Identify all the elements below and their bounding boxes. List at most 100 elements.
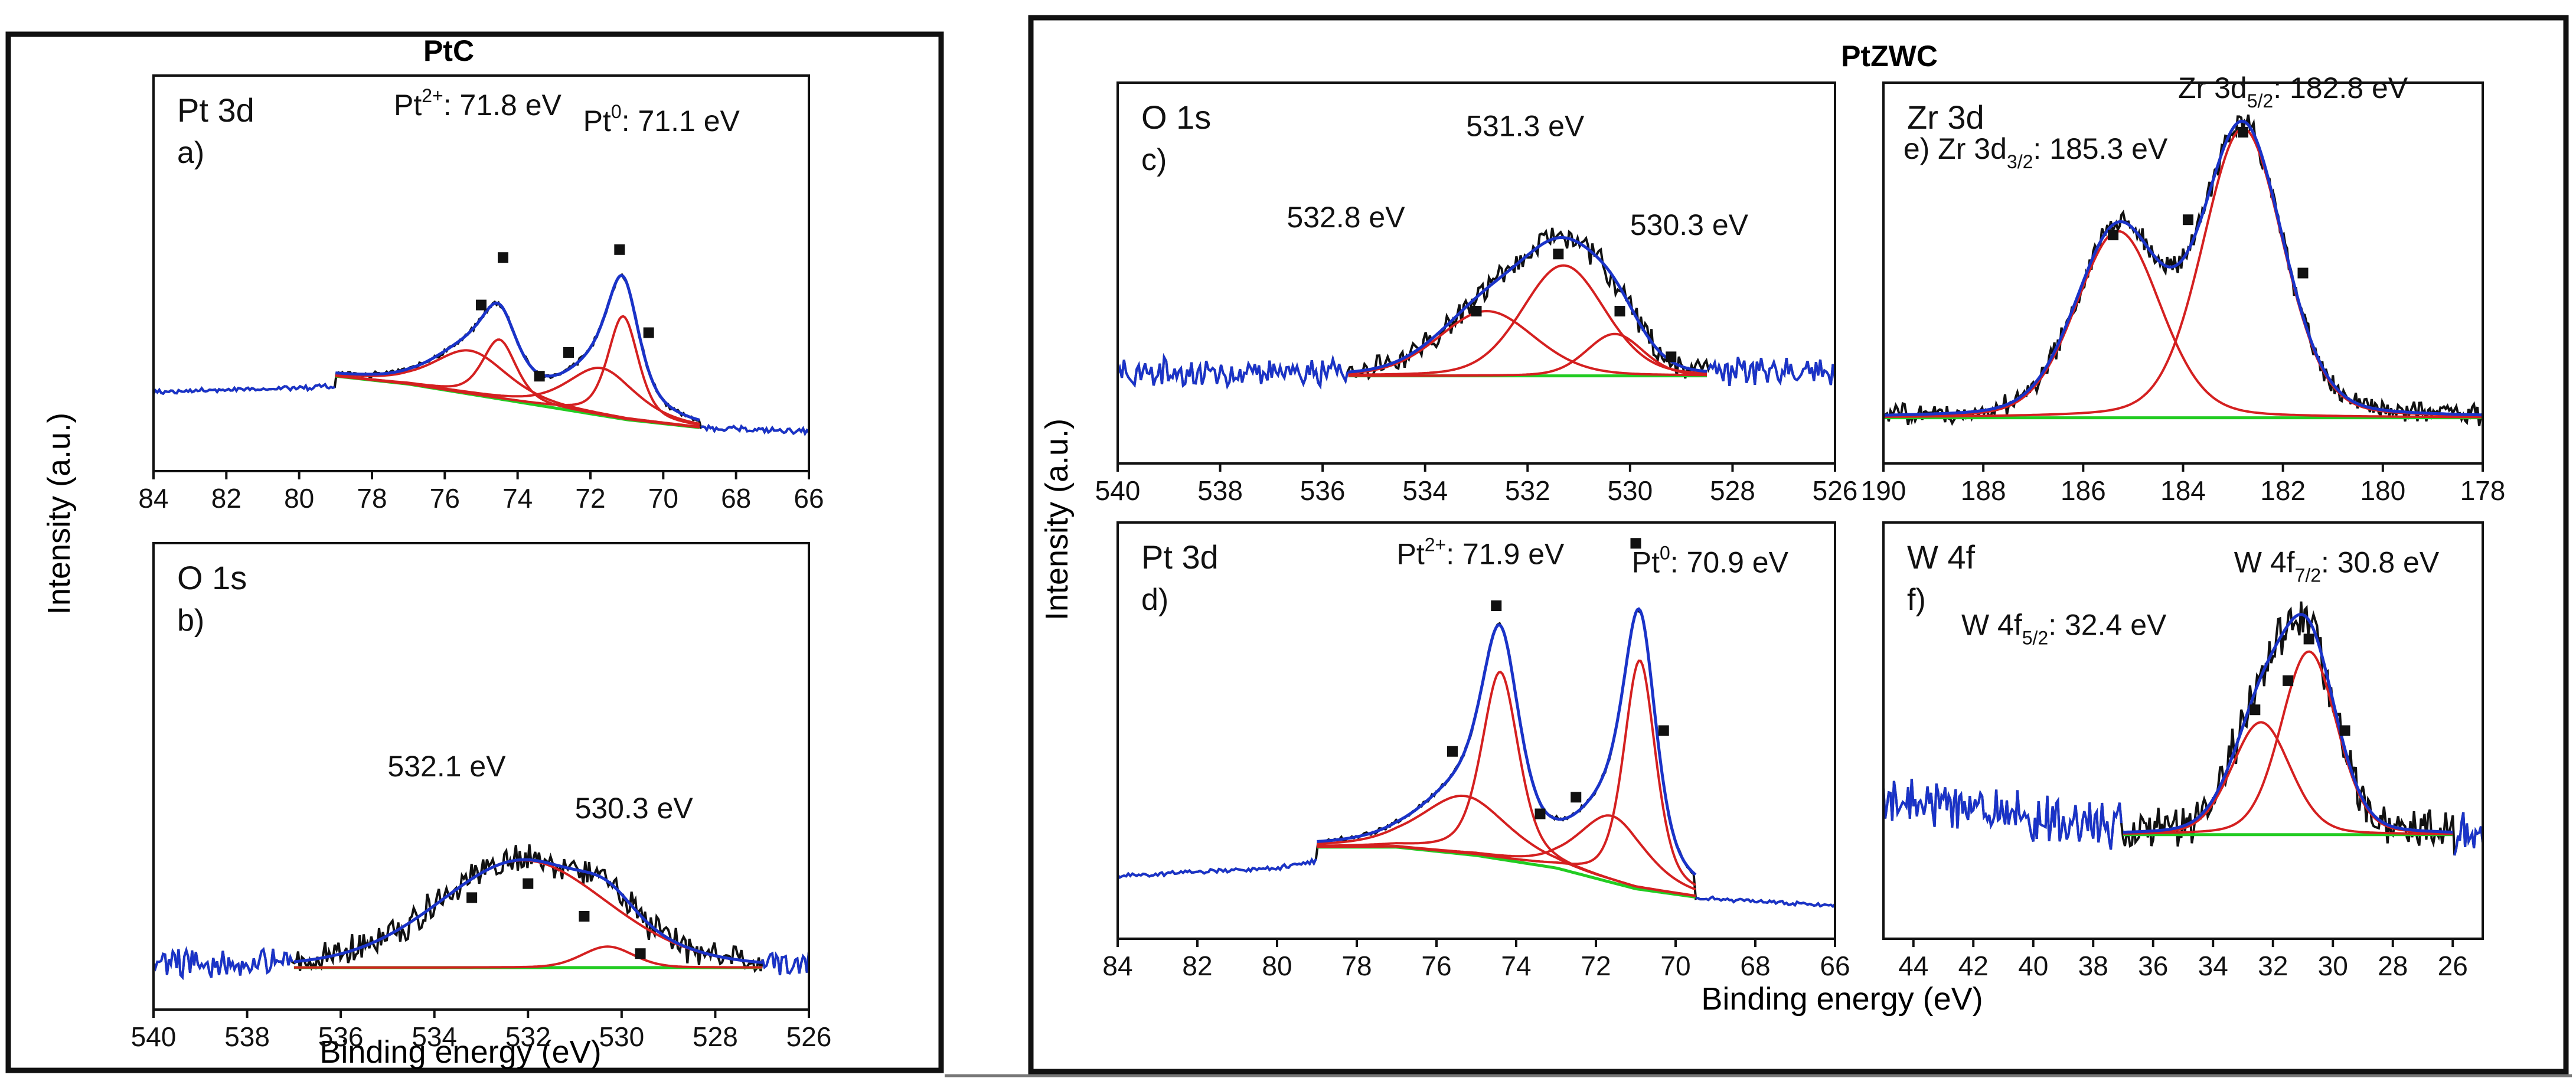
raw-data-outside-right (1695, 895, 1835, 909)
panel-a: 84 82 80 78 76 74 72 70 68 66 Pt 3d a) Pt2+: 71.8 eV… (138, 74, 824, 514)
component-peak-4 (335, 366, 700, 425)
ptc-x-axis-title: Binding energy (eV) (319, 1034, 601, 1070)
panel-title: W 4f (1907, 538, 1976, 576)
x-tick-label: 78 (357, 483, 387, 514)
data-marker (2303, 633, 2314, 645)
data-marker (1630, 538, 1641, 549)
x-tick-label: 78 (1341, 951, 1372, 981)
plot-frame (152, 542, 810, 1011)
panel-label: d) (1141, 583, 1168, 617)
plot-area (154, 844, 809, 981)
ptzwc-y-axis-title: Intensity (a.u.) (1039, 419, 1075, 620)
data-marker (1553, 249, 1564, 260)
raw-data-outside-right (1707, 357, 1835, 386)
panel-c: 540 538 536 534 532 530 528 526 O 1s c) 531.3 eV 53… (1095, 81, 1858, 506)
x-tick-label: 80 (284, 483, 314, 514)
peak-annotation: Pt2+: 71.9 eV (1397, 534, 1565, 571)
raw-data-outside-right (700, 423, 809, 437)
x-tick-label: 182 (2260, 475, 2306, 506)
x-tick-label: 540 (1095, 475, 1141, 506)
x-tick-label: 40 (2018, 951, 2048, 981)
x-tick-label: 66 (1820, 951, 1850, 981)
plot-frame (1882, 521, 2484, 940)
ptc-y-axis-title: Intensity (a.u.) (41, 413, 77, 615)
x-tick-label: 526 (786, 1021, 832, 1052)
data-marker (534, 371, 545, 382)
plot-area (1118, 538, 1835, 909)
x-tick-label: 540 (131, 1021, 177, 1052)
x-tick-label: 30 (2318, 951, 2348, 981)
data-marker (1614, 306, 1625, 316)
panel-e: 190 188 186 184 182 180 178 Zr 3de) Zr 3d3/2: 1… (1861, 71, 2506, 506)
component-peak-1 (1883, 127, 2483, 418)
data-marker (1491, 600, 1502, 611)
peak-annotation: Zr 3d5/2: 182.8 eV (2178, 71, 2408, 112)
fit-envelope-line (1317, 607, 1697, 876)
x-tick-label: 68 (721, 483, 751, 514)
peak-annotation: W 4f5/2: 32.4 eV (1961, 608, 2167, 648)
x-tick-label: 184 (2160, 475, 2206, 506)
x-tick-label: 534 (412, 1021, 457, 1052)
x-tick-label: 76 (430, 483, 460, 514)
x-tick-label: 66 (794, 483, 824, 514)
data-marker (498, 252, 508, 263)
data-marker (466, 892, 478, 903)
ptc-group-title: PtC (423, 34, 474, 67)
x-tick-label: 70 (648, 483, 678, 514)
x-tick-label: 26 (2438, 951, 2468, 981)
component-peak-1 (1348, 264, 1707, 376)
data-marker (476, 299, 487, 311)
data-marker (1571, 792, 1582, 803)
x-tick-label: 84 (1102, 951, 1132, 981)
peak-annotation: Pt2+: 71.8 eV (394, 85, 562, 122)
raw-data-outside-left (154, 946, 293, 981)
plot-area (1883, 601, 2483, 856)
x-tick-label: 536 (318, 1021, 364, 1052)
component-peak-2 (293, 945, 762, 969)
raw-data-outside-left (1118, 353, 1349, 390)
peak-annotation: Pt0: 71.1 eV (583, 101, 740, 138)
data-marker (1447, 746, 1458, 757)
x-tick-label: 32 (2258, 951, 2288, 981)
panel-label: c) (1141, 143, 1167, 177)
panel-title: O 1s (177, 559, 247, 596)
ptzwc-x-axis-title: Binding energy (eV) (1701, 981, 1983, 1017)
raw-data-line (1118, 609, 1835, 909)
plot-area (1118, 227, 1835, 390)
x-tick-label: 72 (1581, 951, 1611, 981)
component-peak-2 (335, 349, 700, 428)
x-tick-label: 186 (2061, 475, 2106, 506)
raw-data-outside-left (154, 383, 335, 396)
panel-label: a) (177, 136, 204, 170)
data-marker (579, 911, 590, 922)
ptc-group-frame (5, 31, 944, 1073)
data-marker (2182, 214, 2193, 226)
data-marker (1658, 725, 1669, 736)
peak-annotation: 530.3 eV (1630, 208, 1749, 241)
data-marker (1666, 351, 1677, 362)
plot-area (154, 244, 809, 437)
component-peak-3 (1317, 659, 1696, 886)
component-peak-2 (1883, 230, 2483, 419)
x-tick-label: 80 (1262, 951, 1292, 981)
component-peak-3 (1348, 332, 1707, 377)
x-tick-label: 530 (1607, 475, 1653, 506)
x-tick-label: 76 (1421, 951, 1451, 981)
peak-annotation: 532.8 eV (1287, 201, 1405, 234)
x-tick-label: 74 (502, 483, 533, 514)
panel-f: 44 42 40 38 36 34 32 30 28 26 W 4f f) W 4f7/2: 30.8 … (1882, 521, 2484, 981)
x-tick-label: 28 (2378, 951, 2408, 981)
fit-envelope-line (335, 273, 700, 422)
plot-frame (1116, 521, 1836, 940)
panel-b: 540 538 536 534 532 530 528 526 O 1s b) 532.1 eV 53… (131, 542, 832, 1052)
data-marker (563, 347, 574, 358)
x-tick-label: 44 (1898, 951, 1928, 981)
x-tick-label: 526 (1813, 475, 1858, 506)
data-marker (2283, 675, 2294, 686)
peak-annotation: Pt0: 70.9 eV (1632, 543, 1789, 579)
x-tick-label: 528 (693, 1021, 738, 1052)
component-peak-2 (1348, 309, 1707, 377)
plot-frame (1116, 81, 1836, 465)
x-tick-label: 72 (575, 483, 605, 514)
panel-label: b) (177, 603, 204, 638)
